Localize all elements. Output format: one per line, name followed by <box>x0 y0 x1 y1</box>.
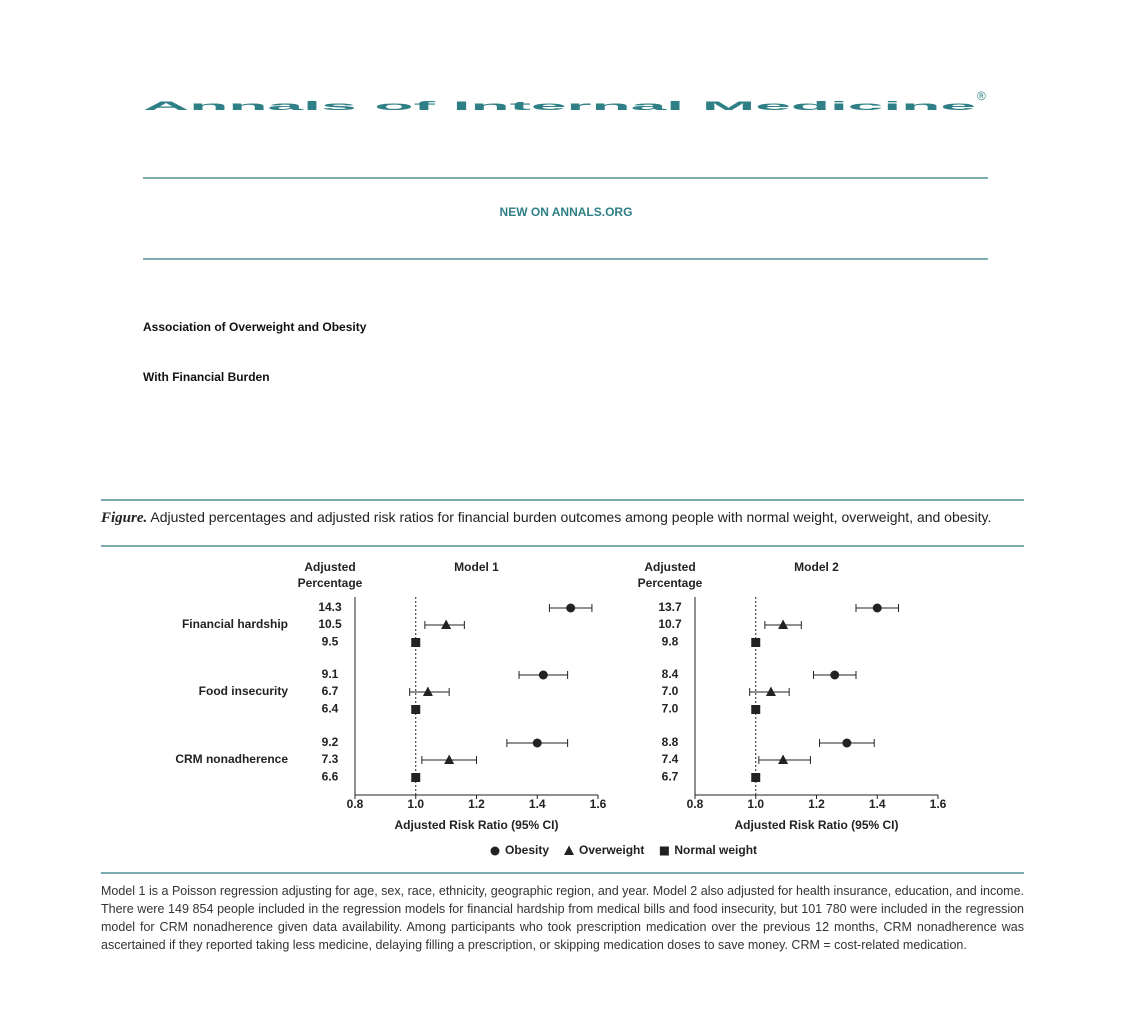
point <box>422 686 433 696</box>
adjusted-percentage: 8.4 <box>662 667 679 681</box>
x-tick-label: 1.6 <box>930 797 947 811</box>
adjusted-percentage: 10.5 <box>318 617 342 631</box>
x-tick-label: 1.0 <box>747 797 764 811</box>
x-tick-label: 1.0 <box>407 797 424 811</box>
point <box>778 619 789 629</box>
point <box>765 686 776 696</box>
percentage-header: Percentage <box>298 576 363 590</box>
x-axis-label: Adjusted Risk Ratio (95% CI) <box>394 818 558 832</box>
percentage-header: Adjusted <box>304 560 355 574</box>
adjusted-percentage: 9.1 <box>322 667 339 681</box>
point <box>566 603 576 613</box>
row-label: Food insecurity <box>199 684 289 698</box>
adjusted-percentage: 6.7 <box>322 684 339 698</box>
adjusted-percentage: 14.3 <box>318 600 342 614</box>
adjusted-percentage: 9.8 <box>662 635 679 649</box>
adjusted-percentage: 8.8 <box>662 735 679 749</box>
x-tick-label: 1.4 <box>869 797 886 811</box>
figure-footnote: Model 1 is a Poisson regression adjustin… <box>101 884 1024 952</box>
point <box>411 638 421 647</box>
point <box>411 705 421 714</box>
legend-label: Normal weight <box>674 843 757 857</box>
caption-text: Adjusted percentages and adjusted risk r… <box>150 509 992 525</box>
article-title: Association of Overweight and Obesity <box>143 320 367 334</box>
point <box>751 773 761 782</box>
figure-label: Figure. <box>101 510 148 526</box>
point <box>830 670 840 680</box>
point <box>872 603 882 613</box>
point <box>444 754 455 764</box>
point <box>538 670 548 680</box>
section-label: NEW ON ANNALS.ORG <box>500 205 633 219</box>
adjusted-percentage: 7.0 <box>662 702 679 716</box>
chart-title: Model 1 <box>454 560 499 574</box>
adjusted-percentage: 10.7 <box>658 617 682 631</box>
x-tick-label: 1.2 <box>808 797 825 811</box>
adjusted-percentage: 7.3 <box>322 752 339 766</box>
chart-title: Model 2 <box>794 560 839 574</box>
adjusted-percentage: 13.7 <box>658 600 682 614</box>
adjusted-percentage: 6.6 <box>322 770 339 784</box>
x-tick-label: 1.4 <box>529 797 546 811</box>
x-axis-label: Adjusted Risk Ratio (95% CI) <box>734 818 898 832</box>
legend-marker <box>659 846 669 856</box>
x-tick-label: 0.8 <box>347 797 364 811</box>
point <box>842 738 852 748</box>
legend-marker <box>564 845 575 855</box>
adjusted-percentage: 7.0 <box>662 684 679 698</box>
adjusted-percentage: 6.4 <box>322 702 339 716</box>
adjusted-percentage: 9.2 <box>322 735 339 749</box>
journal-name: Annals of Internal Medicine <box>143 99 978 113</box>
article-title: With Financial Burden <box>143 370 270 384</box>
point <box>441 619 452 629</box>
point <box>751 638 761 647</box>
point <box>778 754 789 764</box>
row-label: Financial hardship <box>182 617 288 631</box>
x-tick-label: 1.6 <box>590 797 607 811</box>
adjusted-percentage: 6.7 <box>662 770 679 784</box>
x-tick-label: 0.8 <box>687 797 704 811</box>
row-label: CRM nonadherence <box>175 752 288 766</box>
figure-caption: Figure. Adjusted percentages and adjuste… <box>101 508 1026 527</box>
registered-mark: ® <box>977 89 986 103</box>
legend-label: Obesity <box>505 843 549 857</box>
point <box>532 738 542 748</box>
percentage-header: Percentage <box>638 576 703 590</box>
point <box>411 773 421 782</box>
x-tick-label: 1.2 <box>468 797 485 811</box>
percentage-header: Adjusted <box>644 560 695 574</box>
adjusted-percentage: 9.5 <box>322 635 339 649</box>
legend-marker <box>490 846 500 856</box>
point <box>751 705 761 714</box>
legend-label: Overweight <box>579 843 644 857</box>
adjusted-percentage: 7.4 <box>662 752 679 766</box>
